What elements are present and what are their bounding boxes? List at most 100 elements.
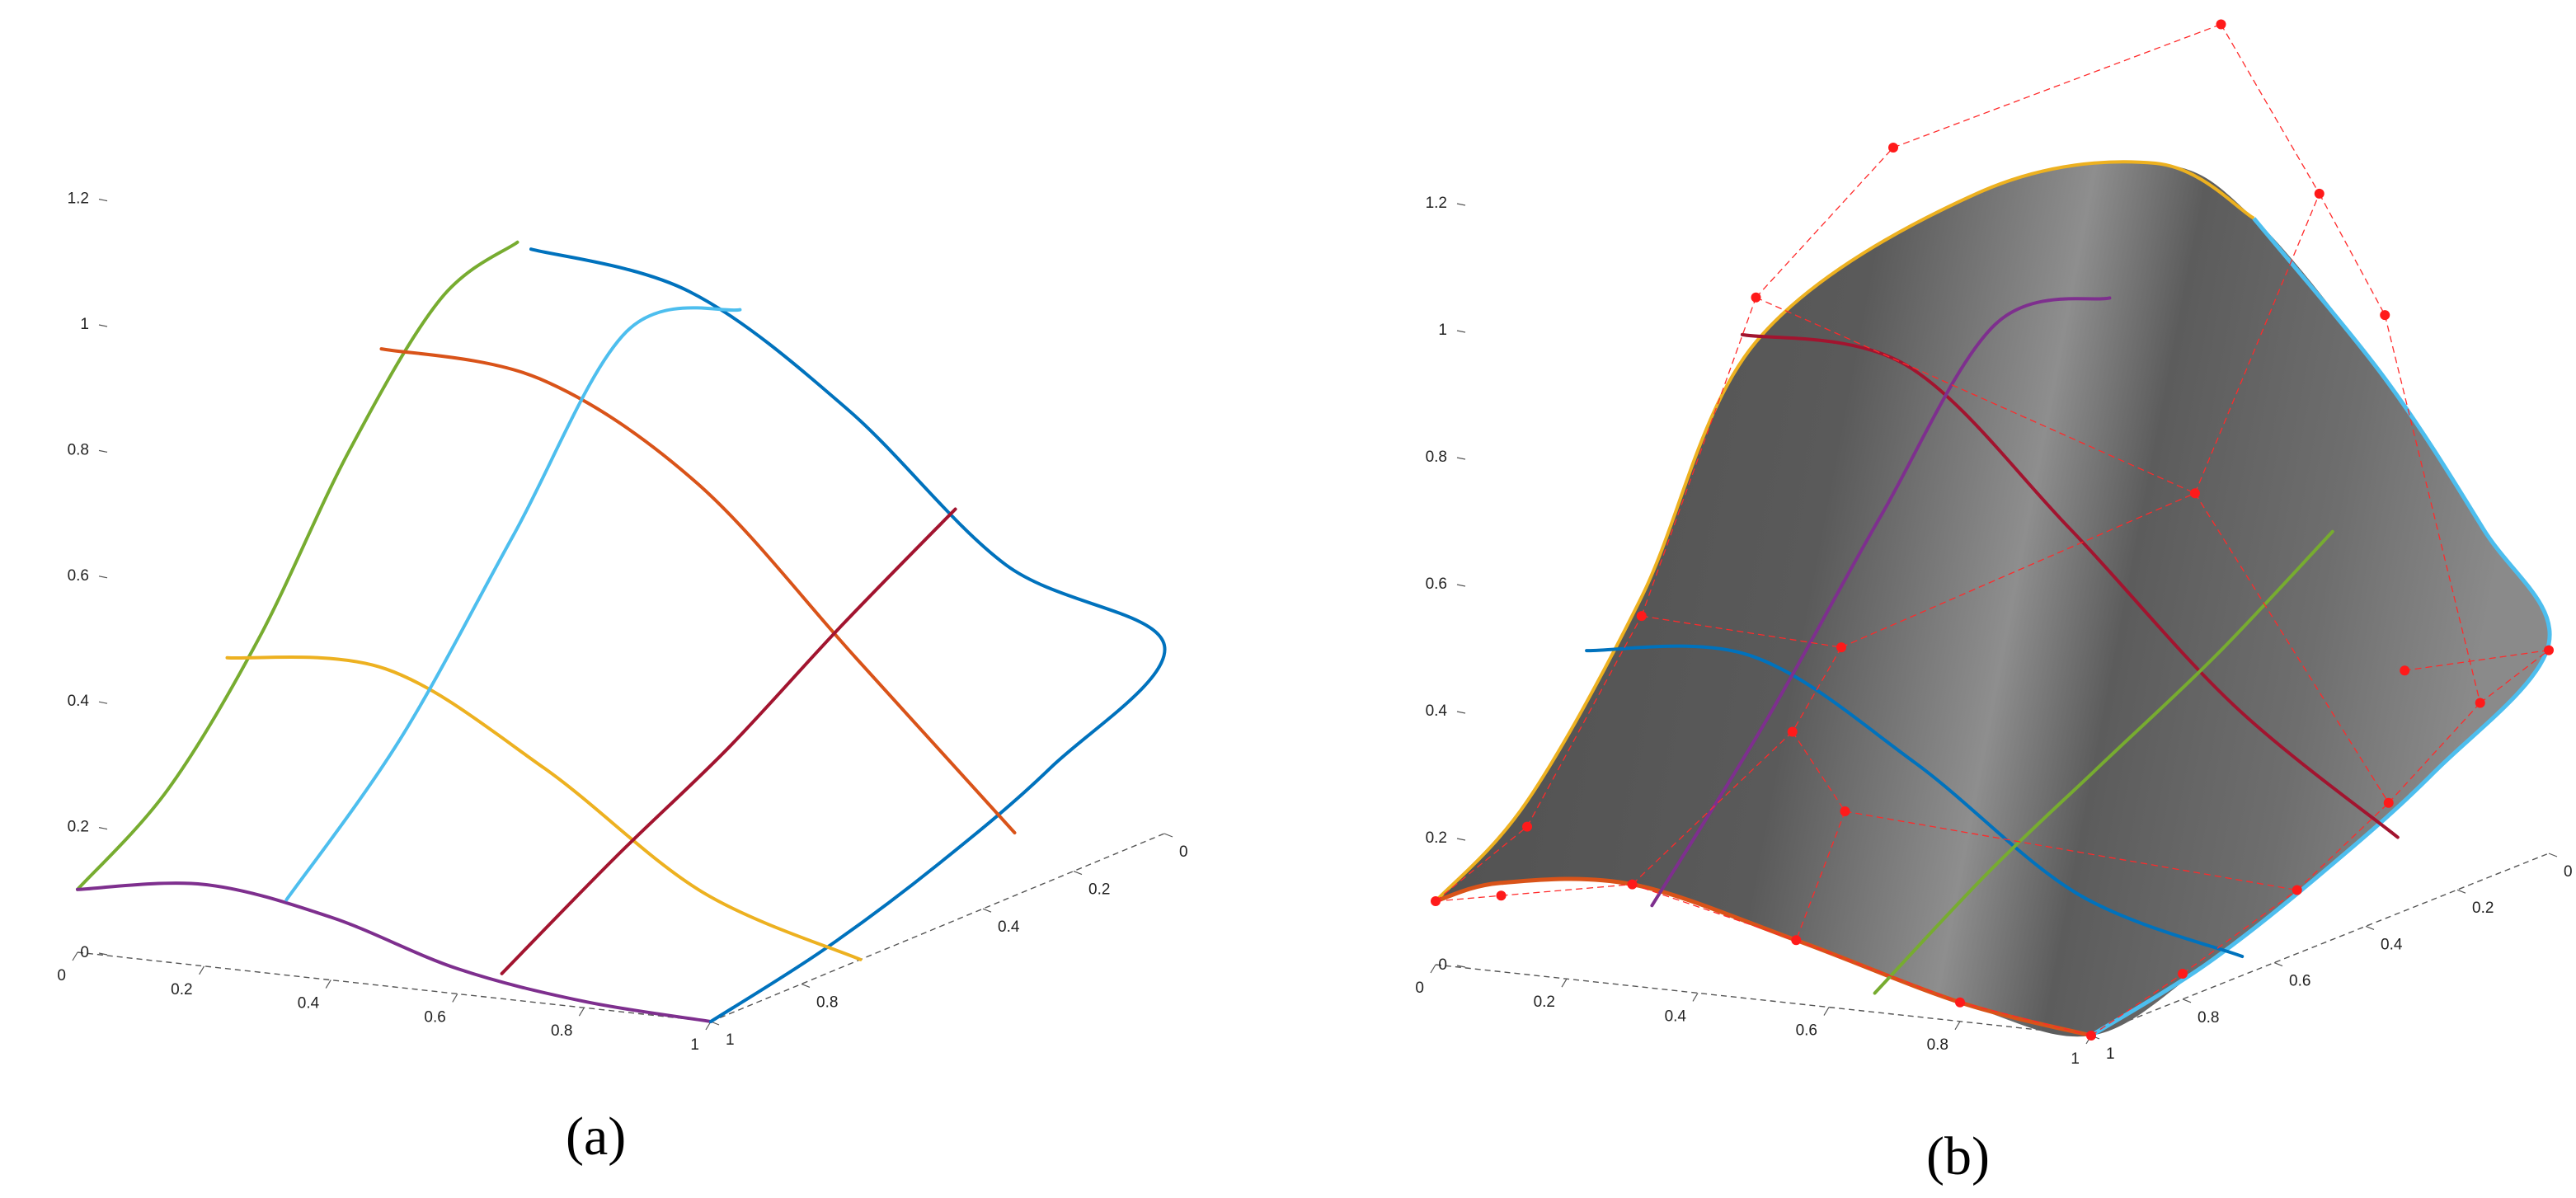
- z-tick: [1456, 330, 1466, 333]
- z-tick-label: 1.2: [68, 190, 89, 208]
- control-point: [1627, 879, 1638, 890]
- z-tick: [98, 199, 108, 202]
- series-line: [500, 507, 957, 975]
- z-tick: [1456, 584, 1466, 587]
- control-point: [2314, 188, 2325, 199]
- x-tick-label: 1: [2071, 1050, 2080, 1068]
- curves-b: [1434, 160, 2552, 1038]
- panel-label-a: (a): [566, 1106, 627, 1167]
- x-tick: [1954, 1021, 1961, 1031]
- x-tick-label: 0: [57, 967, 66, 984]
- control-point: [2380, 310, 2390, 321]
- control-net-line: [1435, 895, 1502, 902]
- control-net-line: [2090, 973, 2183, 1036]
- control-net-line: [2384, 314, 2481, 703]
- y-tick-label: 1: [2106, 1045, 2115, 1063]
- z-tick: [98, 324, 108, 327]
- y-tick: [801, 983, 811, 988]
- z-tick-label: 0.2: [1426, 829, 1447, 847]
- y-tick-label: 0.4: [2381, 936, 2403, 953]
- z-tick: [1456, 711, 1466, 714]
- control-net-line: [1796, 939, 1961, 1003]
- control-net-line: [1632, 883, 1797, 941]
- control-net-line: [2404, 649, 2550, 671]
- y-tick: [2182, 998, 2192, 1003]
- y-tick: [2548, 853, 2558, 857]
- z-tick: [98, 827, 108, 830]
- control-net-line: [1641, 615, 1842, 648]
- surface-b: [1436, 162, 2550, 1037]
- y-tick-label: 0: [1179, 843, 1188, 861]
- y-tick: [2365, 925, 2375, 930]
- surface-patch: [1436, 162, 2550, 1037]
- y-tick-label: 0.8: [816, 994, 838, 1011]
- control-net-line: [1632, 731, 1793, 886]
- x-tick-label: 0.2: [171, 981, 192, 998]
- control-point: [1431, 896, 1441, 906]
- z-tick-label: 0.8: [1426, 449, 1447, 466]
- z-tick: [98, 701, 108, 704]
- x-tick-label: 0.8: [551, 1022, 572, 1040]
- series-line: [284, 306, 742, 902]
- z-tick: [1456, 965, 1466, 968]
- control-net-line: [2388, 702, 2481, 804]
- series-line: [76, 881, 712, 1023]
- y-tick-label: 0: [2564, 863, 2573, 881]
- z-tick-label: 0.2: [68, 819, 89, 836]
- control-net-line: [1641, 297, 1757, 617]
- control-point: [1791, 935, 1802, 946]
- z-tick-label: 0.4: [68, 693, 90, 710]
- axes-b: 0 0.2 0.4 0.6 0.8 1 0 0.2 0.4 0.6 0.8 1 0 0.2 0.4 0.6 0.…: [1415, 195, 2572, 1068]
- x-tick: [1692, 993, 1699, 1002]
- control-net-line: [1792, 731, 1846, 812]
- series-line: [379, 347, 1017, 834]
- series-line: [529, 247, 1167, 1023]
- y-tick: [1073, 871, 1083, 876]
- y-tick-label: 0.6: [2289, 973, 2310, 990]
- x-tick-label: 0.6: [1796, 1022, 1817, 1040]
- isocurve: [1585, 644, 2245, 958]
- boundary-curve-front: [1435, 876, 2092, 1038]
- z-tick-label: 0.8: [68, 441, 89, 458]
- control-net-line: [1959, 1002, 2092, 1036]
- z-tick: [98, 449, 108, 453]
- curves-a: [76, 240, 1167, 1023]
- control-point: [2190, 488, 2200, 499]
- control-point: [1751, 292, 1761, 303]
- y-tick-label: 0.2: [2472, 900, 2494, 917]
- control-net-line: [1435, 826, 1528, 902]
- control-point: [1955, 997, 1965, 1008]
- isocurve: [1873, 529, 2334, 995]
- z-tick: [1456, 457, 1466, 460]
- z-tick-label: 0: [80, 944, 89, 961]
- control-point: [1840, 806, 1850, 817]
- z-tick-label: 0.6: [68, 567, 89, 585]
- series-line: [76, 240, 519, 891]
- x-tick: [578, 1007, 585, 1017]
- control-point: [2400, 665, 2410, 676]
- control-point: [1787, 726, 1798, 737]
- control-net-line: [2194, 492, 2390, 804]
- isocurve: [1650, 296, 2112, 908]
- x-axis-line: [77, 951, 712, 1022]
- isocurve: [1740, 332, 2400, 839]
- x-tick: [72, 951, 78, 961]
- control-net-b: [1431, 19, 2554, 1041]
- x-tick-label: 0.4: [1665, 1008, 1687, 1025]
- x-tick-label: 0.6: [424, 1008, 445, 1026]
- y-tick-label: 0.8: [2198, 1009, 2219, 1027]
- control-point: [1636, 611, 1647, 622]
- x-tick: [1561, 978, 1568, 988]
- x-tick-label: 0.4: [298, 995, 320, 1012]
- control-net-line: [1792, 646, 1842, 732]
- y-tick-label: 1: [726, 1031, 735, 1049]
- x-tick-label: 1: [690, 1036, 699, 1054]
- control-net-line: [1756, 297, 2196, 494]
- y-tick: [1163, 833, 1173, 838]
- y-tick: [2273, 962, 2283, 967]
- control-net-line: [1845, 810, 2297, 891]
- control-net-line: [2182, 890, 2298, 975]
- control-point: [2292, 885, 2302, 895]
- y-tick-label: 0.2: [1088, 881, 1110, 899]
